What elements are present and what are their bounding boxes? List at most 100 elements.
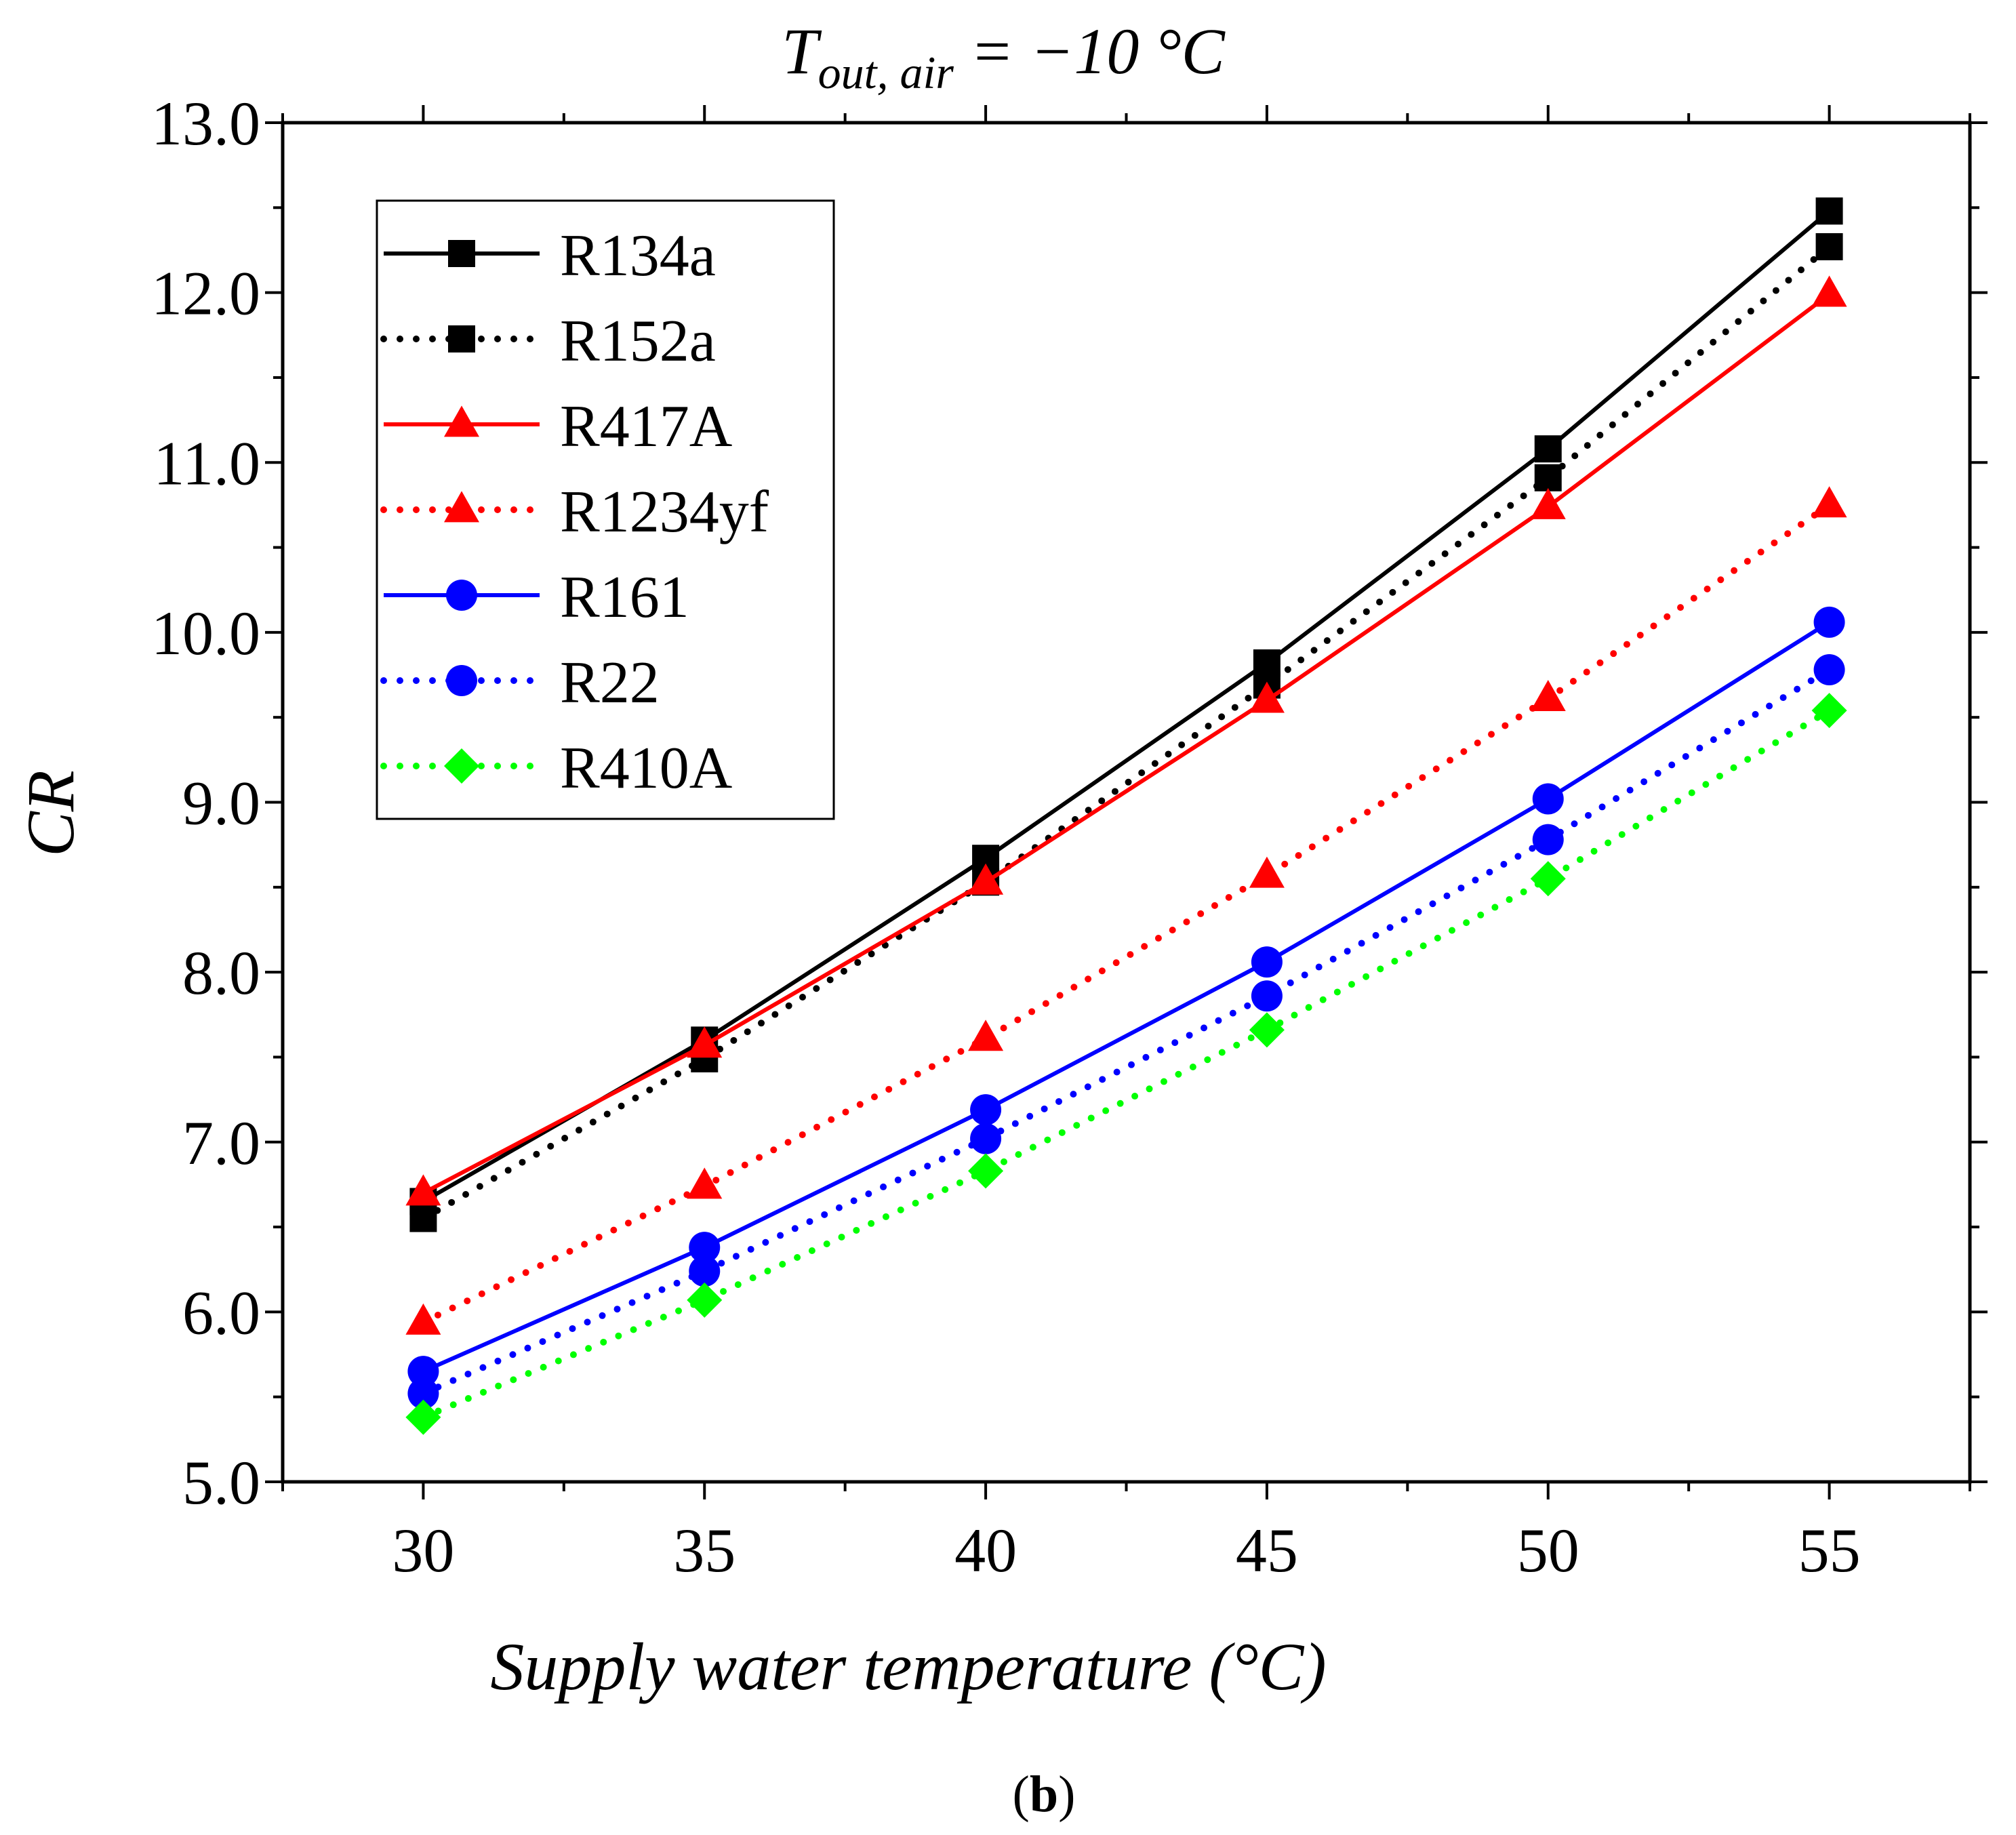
data-point-r417a-45	[1249, 681, 1285, 713]
legend-item-r1234yf: R1234yf	[380, 479, 769, 545]
series-line-r152a	[420, 243, 1833, 1222]
data-point-r161-55	[1813, 606, 1845, 638]
legend: R134a R152a R417A R1234yf R161 R22 R410A	[376, 199, 835, 820]
data-point-r22-55	[1813, 654, 1845, 686]
y-tick-label: 13.0	[151, 89, 260, 158]
y-tick-label: 8.0	[182, 938, 260, 1007]
legend-item-r134a: R134a	[384, 223, 716, 289]
chart-title-subscript: out, air	[818, 47, 954, 98]
series-line-r417a	[422, 292, 1831, 1195]
series-r161	[407, 606, 1845, 1388]
data-point-r134a-55	[1815, 197, 1843, 225]
series-r1234yf	[405, 486, 1847, 1335]
data-point-r161-40	[970, 1094, 1002, 1126]
axes-layer: 30 35 40 45 50 55 5.0 6.0 7.0 8.0 9.0 10.0 11.0 12.0 1…	[151, 89, 1988, 1585]
legend-marker-r1234yf	[444, 491, 479, 523]
legend-item-r417a: R417A	[384, 394, 732, 460]
data-point-r1234yf-30	[405, 1303, 441, 1335]
data-point-r417a-55	[1811, 275, 1847, 307]
data-point-r161-30	[407, 1356, 439, 1388]
data-point-r410a-45	[1249, 1012, 1285, 1048]
y-tick-label: 7.0	[182, 1108, 260, 1177]
y-tick-label: 6.0	[182, 1278, 260, 1347]
chart-title-rest: = −10 °C	[954, 15, 1226, 87]
data-point-r1234yf-35	[687, 1167, 723, 1199]
data-point-r22-30	[407, 1377, 439, 1409]
data-point-r410a-55	[1811, 693, 1847, 729]
data-point-r1234yf-45	[1249, 856, 1285, 888]
series-line-r161	[422, 620, 1831, 1373]
panel-label-open: (	[1013, 1766, 1030, 1823]
series-line-r410a	[420, 707, 1833, 1421]
legend-marker-r417a	[444, 405, 479, 437]
legend-marker-r22	[446, 665, 477, 696]
series-r22	[407, 654, 1845, 1409]
plot-area: 30 35 40 45 50 55 5.0 6.0 7.0 8.0 9.0 10.0 11.0 12.0 1…	[151, 89, 1988, 1585]
legend-label-r152a: R152a	[560, 308, 716, 374]
series-layer	[405, 197, 1847, 1435]
x-tick-label: 50	[1517, 1516, 1579, 1585]
legend-item-r161: R161	[384, 565, 689, 630]
series-line-r134a	[422, 209, 1831, 1204]
data-point-r22-35	[689, 1255, 721, 1287]
data-point-r410a-30	[405, 1399, 441, 1435]
legend-marker-r161	[446, 580, 477, 611]
x-tick-label: 30	[392, 1516, 454, 1585]
chart-title-main: T	[782, 15, 822, 87]
data-point-r417a-40	[968, 863, 1004, 895]
panel-label-close: )	[1058, 1766, 1075, 1823]
legend-item-r152a: R152a	[380, 308, 716, 374]
x-axis: 30 35 40 45 50 55	[281, 105, 1971, 1585]
data-point-r417a-50	[1530, 487, 1566, 519]
x-tick-label: 45	[1236, 1516, 1298, 1585]
legend-label-r410a: R410A	[560, 735, 732, 801]
panel-label: (b)	[1013, 1766, 1076, 1823]
y-tick-label: 5.0	[182, 1448, 260, 1517]
data-point-r22-40	[970, 1123, 1002, 1154]
data-point-r417a-30	[405, 1174, 441, 1206]
legend-label-r417a: R417A	[560, 394, 732, 460]
x-tick-label: 40	[954, 1516, 1017, 1585]
data-point-r22-50	[1532, 824, 1564, 855]
data-point-r1234yf-40	[968, 1020, 1004, 1051]
data-point-r1234yf-55	[1811, 486, 1847, 518]
legend-label-r22: R22	[560, 650, 660, 716]
data-point-r410a-50	[1530, 861, 1566, 897]
legend-label-r134a: R134a	[560, 223, 716, 289]
legend-item-r22: R22	[380, 650, 660, 716]
data-point-r161-45	[1251, 946, 1283, 978]
y-tick-label: 11.0	[153, 428, 260, 498]
legend-marker-r152a	[448, 325, 475, 352]
y-tick-label: 12.0	[151, 259, 260, 328]
data-point-r417a-35	[687, 1026, 723, 1058]
x-tick-label: 35	[673, 1516, 735, 1585]
data-point-r152a-30	[409, 1205, 437, 1232]
data-point-r134a-50	[1534, 435, 1562, 463]
x-tick-label: 55	[1798, 1516, 1861, 1585]
series-r410a	[405, 693, 1847, 1435]
legend-label-r161: R161	[560, 565, 689, 630]
data-point-r410a-35	[687, 1282, 723, 1318]
data-point-r152a-55	[1815, 233, 1843, 260]
data-point-r1234yf-50	[1530, 680, 1566, 712]
y-tick-label: 10.0	[151, 599, 260, 668]
y-axis: 5.0 6.0 7.0 8.0 9.0 10.0 11.0 12.0 13.0	[151, 89, 1988, 1517]
panel-label-letter: b	[1030, 1766, 1058, 1823]
legend-marker-r134a	[448, 240, 475, 267]
legend-label-r1234yf: R1234yf	[560, 479, 769, 545]
series-line-r1234yf	[420, 501, 1833, 1326]
series-r417a	[405, 275, 1847, 1206]
data-point-r161-50	[1532, 783, 1564, 815]
legend-item-r410a: R410A	[380, 735, 732, 801]
x-axis-title: Supply water temperature (°C)	[490, 1629, 1326, 1704]
data-point-r410a-40	[968, 1153, 1004, 1189]
data-point-r152a-50	[1534, 464, 1562, 491]
y-axis-title: CR	[13, 770, 88, 857]
data-point-r161-35	[689, 1232, 721, 1264]
chart-title: Tout, air = −10 °C	[782, 15, 1226, 98]
y-tick-label: 9.0	[182, 769, 260, 838]
legend-marker-r410a	[444, 748, 479, 784]
data-point-r22-45	[1251, 980, 1283, 1012]
